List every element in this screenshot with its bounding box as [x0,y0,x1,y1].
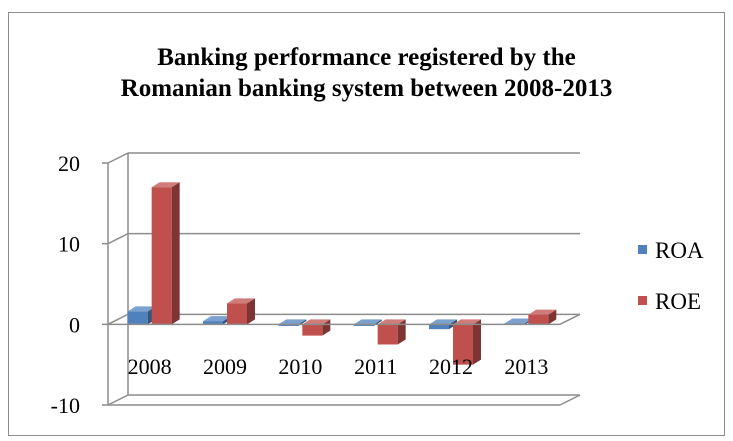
bar-roe-2012 [453,319,481,365]
bar-roa-2008 [127,306,156,325]
y-tick-label: 0 [69,312,80,337]
gridline-depth [107,152,129,164]
bar-roe-2009 [227,298,255,325]
x-tick-label-2008: 2008 [128,354,172,379]
x-tick-label-2012: 2012 [429,354,473,379]
x-tick-label-2011: 2011 [354,354,397,379]
gridline-depth [107,394,129,406]
legend-label-roa: ROA [655,238,704,263]
x-tick-label-2010: 2010 [278,354,322,379]
x-tick-label-2013: 2013 [504,354,548,379]
chart-title-line-1: Banking performance registered by the [157,44,576,71]
y-tick-label: 20 [58,151,80,176]
bar-roe-2011 [377,319,406,345]
zero-baseline-depth [559,313,581,326]
y-tick-label: -10 [51,393,80,418]
legend-swatch-roe [638,296,647,305]
bar-roe-2008 [151,182,180,325]
bar-roe-2013 [528,309,557,325]
bar-roa-2009 [203,316,231,325]
bar-roe-2010 [302,319,331,336]
floor-side-edge [559,394,581,406]
gridline-depth [107,232,129,245]
x-tick-label-2009: 2009 [203,354,247,379]
legend-swatch-roa [638,245,647,254]
legend-label-roe: ROE [655,289,701,314]
gridline-depth [107,313,129,326]
chart-title-line-2: Romanian banking system between 2008-201… [120,75,613,102]
y-tick-label: 10 [58,232,80,257]
chart-title: Banking performance registered by the Ro… [0,42,733,104]
